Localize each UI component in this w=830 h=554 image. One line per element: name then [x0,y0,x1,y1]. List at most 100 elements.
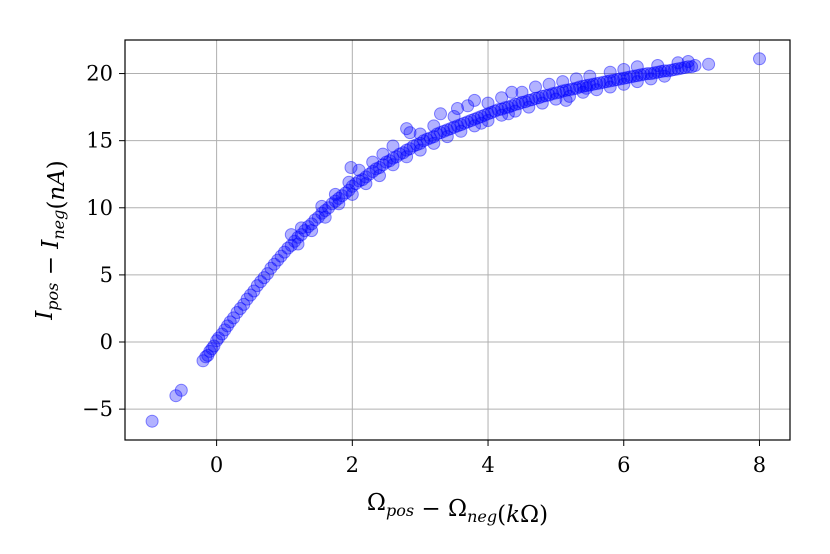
data-point [637,67,651,81]
data-point [552,85,566,99]
data-point [518,95,532,109]
data-point [454,124,468,138]
data-point [596,75,610,89]
data-point [688,59,702,72]
data-point [345,187,359,201]
data-point [366,155,380,169]
data-point [396,146,410,160]
data-point [237,297,251,311]
data-point [451,119,464,133]
data-point [566,82,580,96]
data-point [627,69,641,83]
data-point [318,204,332,217]
x-tick-label: 8 [753,453,766,477]
data-point [328,194,342,208]
data-point [559,93,573,107]
data-point [535,96,549,110]
data-point [461,115,475,129]
data-point [413,136,427,150]
data-point [674,61,688,75]
data-point [250,279,264,293]
data-point [610,73,624,87]
data-point [440,130,454,144]
data-point [488,104,502,118]
data-point [569,81,583,95]
data-point [271,253,285,267]
data-point [630,75,644,89]
data-point [413,127,427,141]
data-point [491,103,505,117]
data-point [586,77,600,91]
data-point [651,65,665,79]
y-tick-label: 15 [86,129,113,153]
data-point [427,119,441,133]
data-point [681,55,695,68]
data-point [603,80,617,94]
data-point [457,116,471,130]
data-point [305,224,319,238]
data-point [495,102,509,116]
data-point [356,173,369,187]
data-point [254,275,268,289]
data-point [525,93,539,107]
data-point [579,81,593,95]
data-point [647,66,661,80]
data-point [549,86,563,100]
data-point [196,354,210,368]
data-point [247,284,261,298]
x-axis-label: Ωpos − Ωneg(kΩ) [367,490,548,528]
data-point [423,131,437,145]
data-point [661,64,675,78]
data-point [379,155,393,169]
data-point [230,306,244,319]
data-point [205,342,219,356]
data-point [291,237,305,251]
data-point [427,136,441,150]
data-point [342,175,356,189]
data-point [617,63,631,76]
data-point [400,122,414,136]
data-point [576,85,590,99]
x-axis-ticks: 0 2 4 6 8 [210,440,766,477]
data-point [501,107,515,121]
data-point [274,249,288,263]
data-point [301,220,315,234]
data-point [556,84,570,98]
data-point [212,331,226,345]
data-point [630,60,644,74]
data-point [221,319,234,333]
data-point [474,110,488,123]
data-point [427,130,441,144]
data-point [563,83,576,97]
data-points [145,52,766,428]
data-point [332,191,346,205]
data-point [288,234,302,248]
data-point [362,167,376,181]
data-point [278,245,291,259]
data-point [352,174,366,188]
data-point [420,132,434,146]
data-point [613,72,627,86]
data-point [389,150,403,164]
data-point [203,344,217,358]
data-point [284,238,298,252]
data-point [413,143,427,157]
data-point [322,201,336,215]
data-point [600,75,614,89]
data-point [434,107,447,121]
data-point [617,71,631,85]
data-point [461,99,475,113]
data-point [174,383,188,397]
data-point [644,72,658,86]
data-point [400,150,414,164]
y-tick-label: 0 [100,330,113,354]
data-point [685,60,699,74]
data-point [464,114,478,127]
data-point [434,126,447,140]
data-point [325,197,339,211]
y-tick-label: 10 [86,196,113,220]
data-point [218,323,232,337]
data-point [328,187,342,201]
data-point [342,183,356,197]
data-point [593,76,607,90]
